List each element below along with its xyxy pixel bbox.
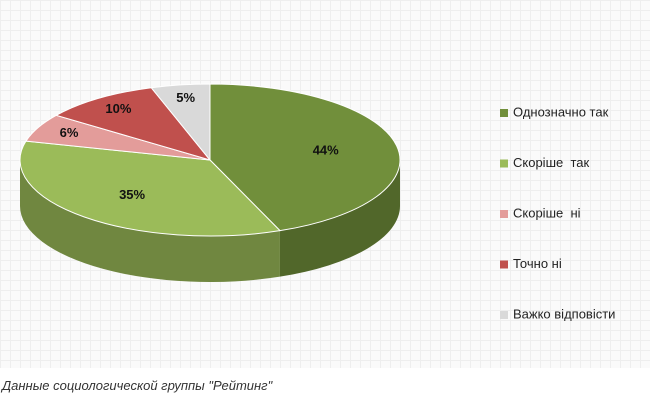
- chart: 44% 35% 6% 10% 5% Однозначно так Скоріше так Ск…: [19, 83, 615, 321]
- data-label: 10%: [105, 101, 131, 116]
- pie-side: [20, 160, 280, 282]
- legend-swatch: [500, 260, 508, 269]
- data-label: 5%: [176, 90, 195, 105]
- legend-label: Однозначно так: [513, 104, 609, 119]
- pie-slice: [19, 140, 281, 237]
- legend-swatch: [500, 109, 508, 117]
- data-label: 44%: [313, 143, 339, 158]
- legend-swatch: [500, 159, 508, 168]
- pie-slice: [54, 87, 212, 161]
- chart-area: 44% 35% 6% 10% 5% Однозначно так Скоріше так Ск…: [0, 0, 650, 368]
- pie-slice: [150, 83, 211, 162]
- pie-side: [279, 160, 400, 277]
- legend-swatch: [500, 210, 508, 218]
- legend-label: Важко відповісти: [513, 306, 615, 321]
- legend-label: Точно ні: [513, 256, 562, 271]
- pie-slice: [209, 83, 401, 232]
- caption: Данные социологической группы "Рейтинг": [2, 378, 273, 393]
- legend-swatch: [500, 311, 508, 319]
- legend-label: Скоріше ні: [513, 205, 581, 220]
- data-label: 35%: [119, 187, 145, 202]
- legend-label: Скоріше так: [513, 155, 589, 170]
- data-label: 6%: [60, 125, 79, 140]
